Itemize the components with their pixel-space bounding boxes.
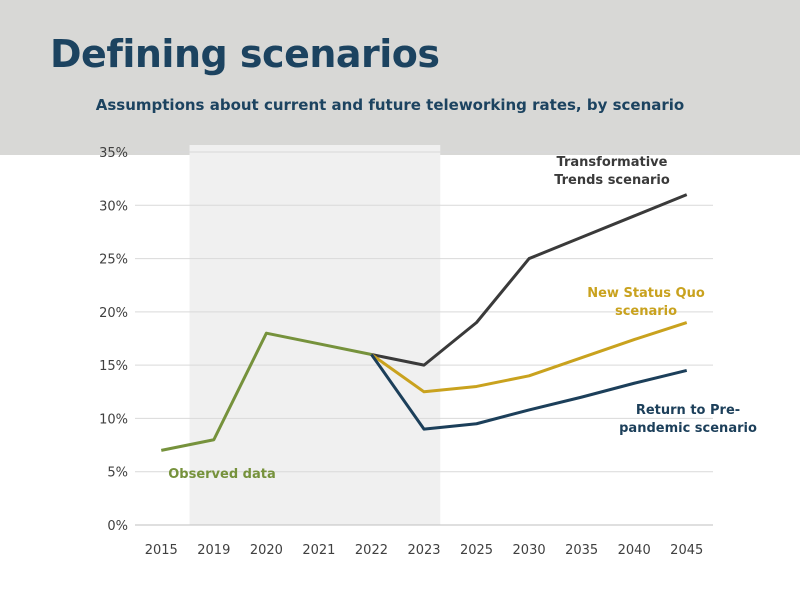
series-label-observed-data: Observed data (168, 467, 276, 482)
chart-title: Assumptions about current and future tel… (95, 96, 685, 114)
x-tick-label: 2025 (460, 543, 493, 558)
x-tick-label: 2045 (670, 543, 703, 558)
y-tick-label: 0% (107, 519, 128, 534)
y-tick-label: 35% (99, 146, 128, 161)
series-label-return-to-pre-pandemic-scenario: Return to Pre-pandemic scenario (619, 403, 757, 436)
series-line-return-to-pre-pandemic-scenario (370, 353, 688, 431)
x-tick-label: 2021 (302, 543, 335, 558)
x-tick-label: 2019 (197, 543, 230, 558)
series-line-new-status-quo-scenario (370, 321, 688, 394)
y-tick-label: 25% (99, 253, 128, 268)
x-tick-label: 2020 (250, 543, 283, 558)
series-label-new-status-quo-scenario: New Status Quo scenario (587, 286, 705, 319)
series-line-observed-data (160, 331, 372, 452)
series-line-transformative-trends-scenario (371, 193, 688, 367)
observed-period-shading (189, 145, 441, 525)
x-tick-label: 2035 (565, 543, 598, 558)
x-tick-label: 2040 (618, 543, 651, 558)
page-title: Defining scenarios (50, 32, 440, 76)
x-tick-label: 2022 (355, 543, 388, 558)
series-label-transformative-trends-scenario: Transformative Trends scenario (554, 155, 670, 188)
y-tick-label: 20% (99, 306, 128, 321)
y-tick-label: 10% (99, 412, 128, 427)
x-tick-label: 2030 (513, 543, 546, 558)
y-tick-label: 15% (99, 359, 128, 374)
y-tick-label: 5% (107, 466, 128, 481)
x-tick-label: 2015 (145, 543, 178, 558)
header-band (0, 0, 800, 155)
y-tick-label: 30% (99, 199, 128, 214)
x-tick-label: 2023 (407, 543, 440, 558)
